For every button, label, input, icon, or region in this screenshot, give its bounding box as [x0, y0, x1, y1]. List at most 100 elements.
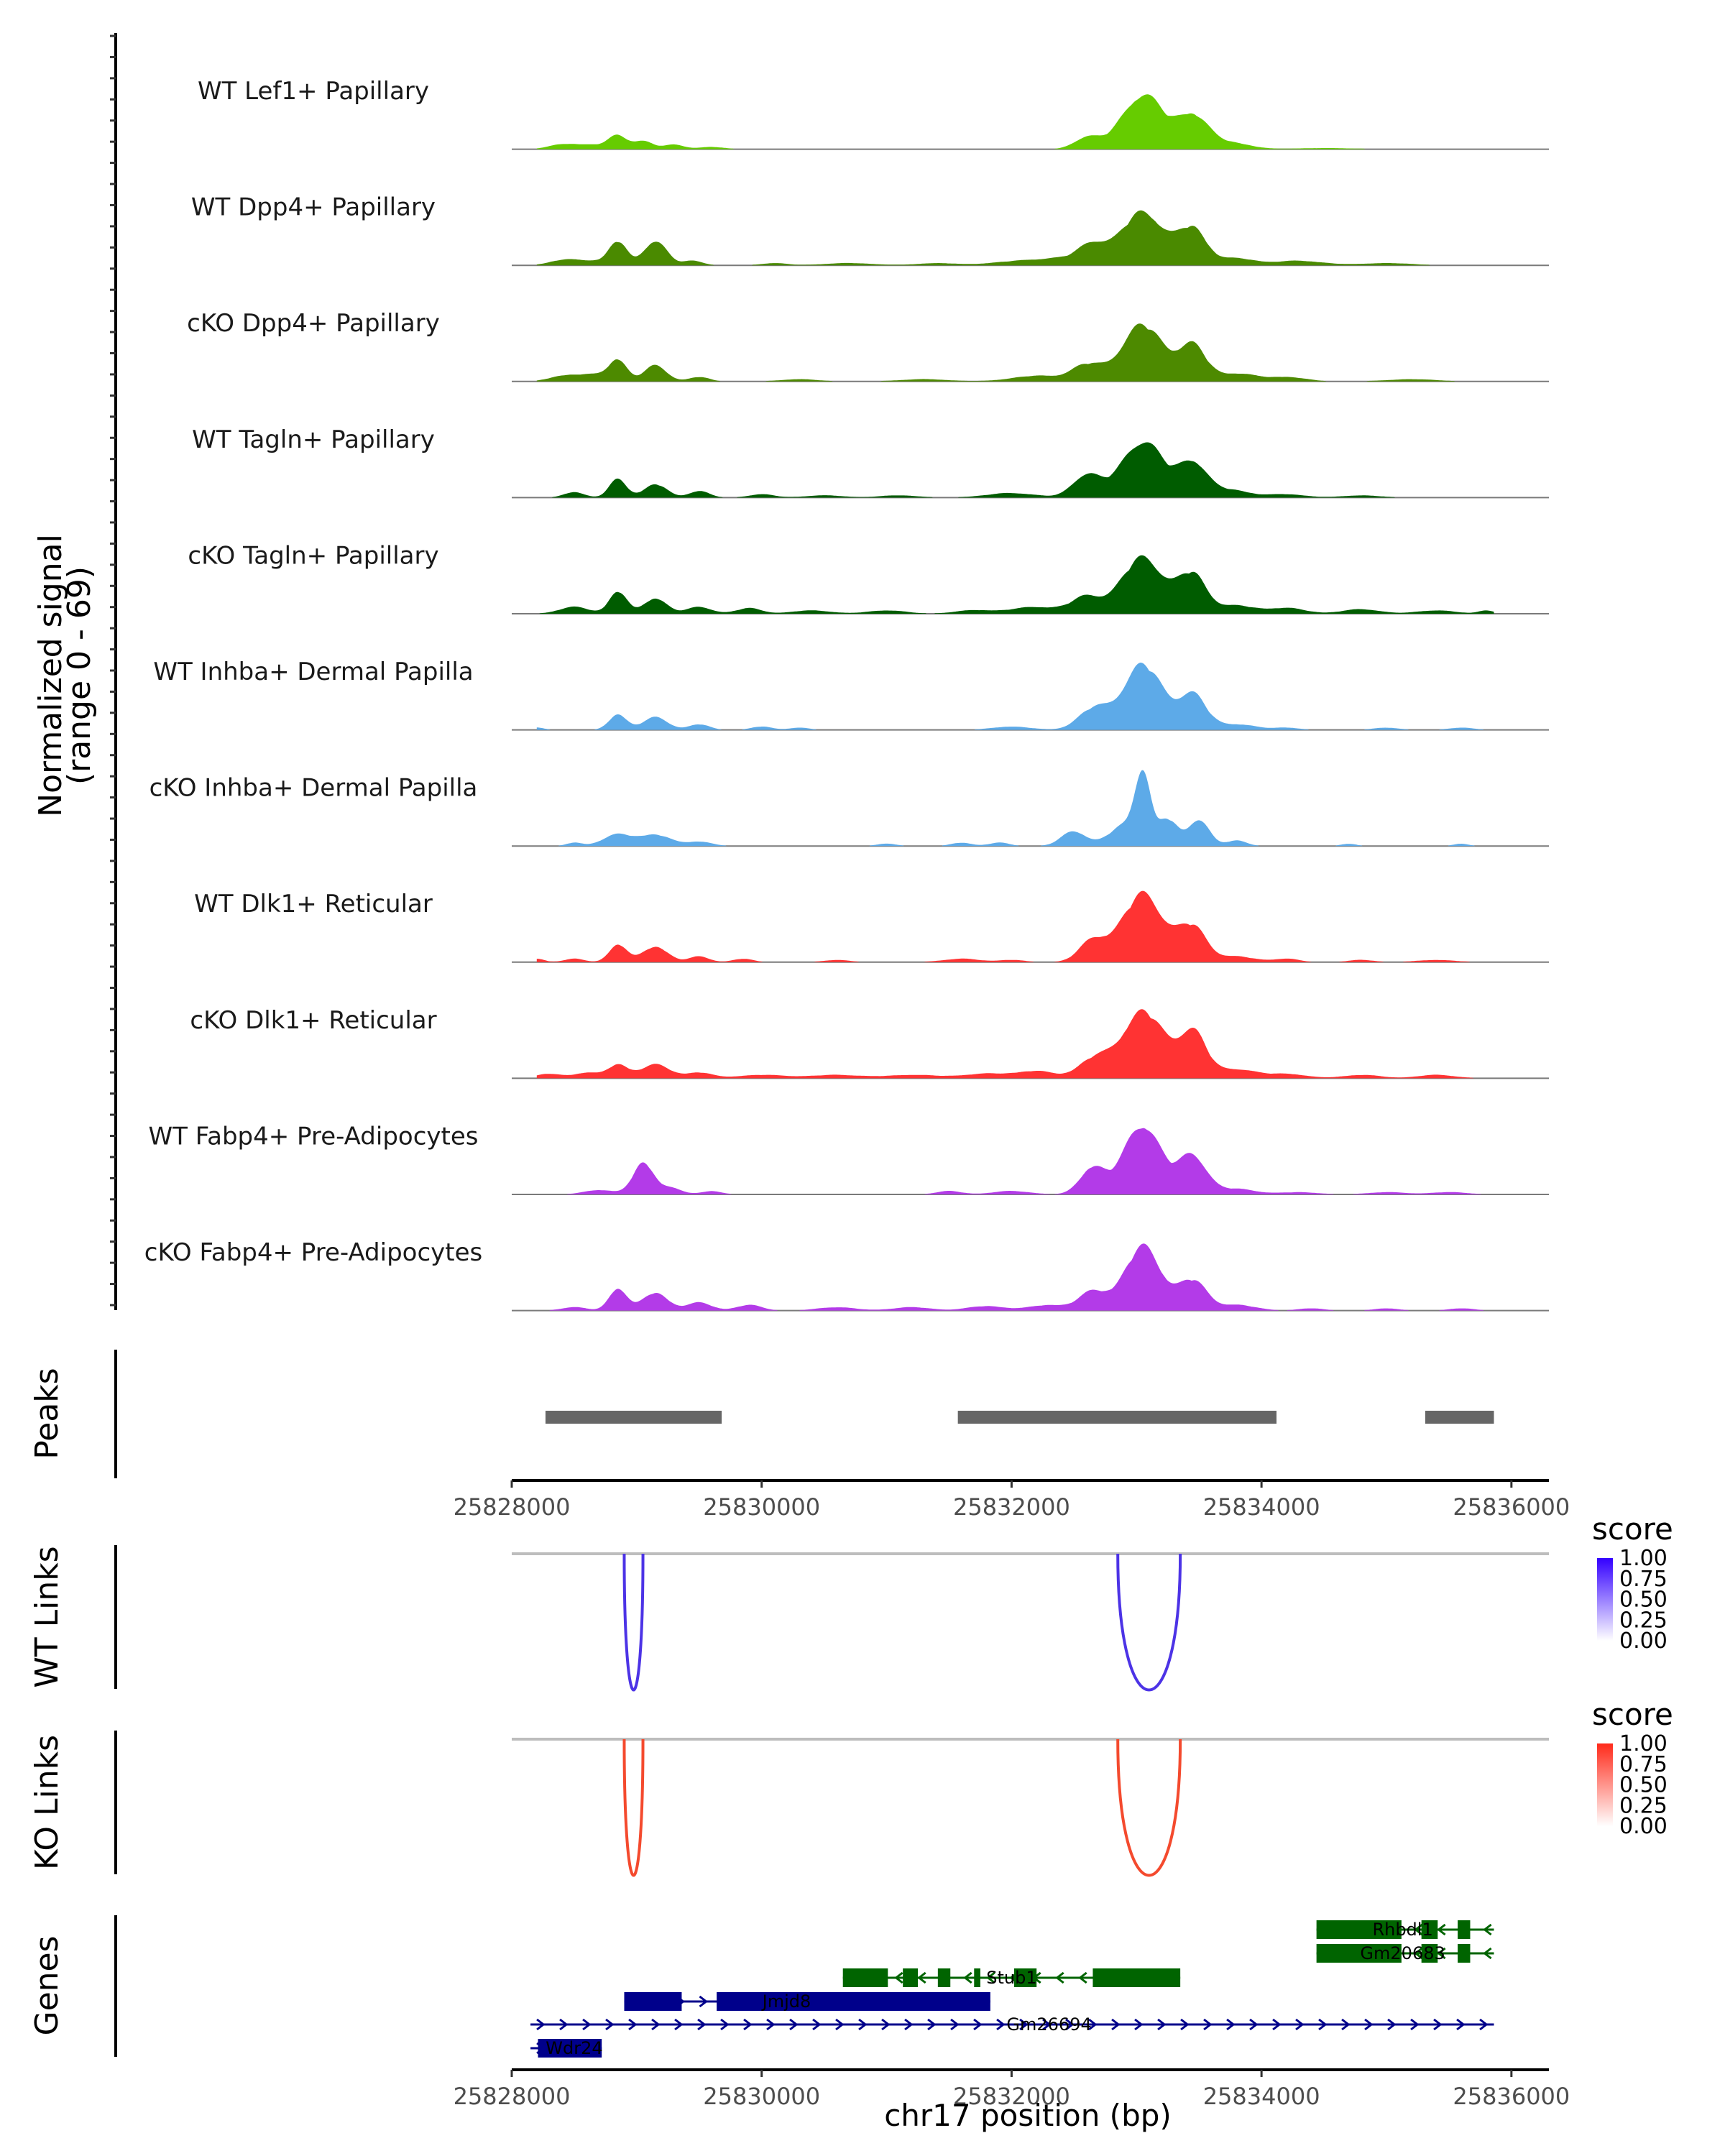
strand-chevron	[1055, 1971, 1064, 1984]
gene-jmjd8: Jmjd8	[624, 1991, 990, 2012]
strand-chevron	[1364, 2018, 1374, 2031]
strand-chevron	[1226, 2018, 1236, 2031]
strand-chevron	[973, 2018, 983, 2031]
strand-chevron	[720, 2018, 730, 2031]
exon	[1421, 1920, 1438, 1939]
strand-chevron	[1437, 1947, 1446, 1960]
strand-chevron	[1341, 2018, 1351, 2031]
exon	[974, 1968, 980, 1987]
legend-tick-label: 0.75	[1619, 1752, 1668, 1777]
strand-chevron	[881, 2018, 891, 2031]
strand-chevron	[1433, 2018, 1443, 2031]
track-label: WT Dlk1+ Reticular	[194, 890, 433, 918]
peak-region	[545, 1411, 722, 1424]
track-cko-dpp4-papillary: cKO Dpp4+ Papillary	[187, 309, 1549, 382]
legend-tick-label: 0.50	[1619, 1588, 1668, 1613]
strand-chevron	[963, 1971, 972, 1984]
track-cko-inhba-dermal-papilla: cKO Inhba+ Dermal Papilla	[150, 770, 1549, 847]
strand-chevron	[1134, 2018, 1144, 2031]
strand-chevron	[1249, 2018, 1259, 2031]
exon	[624, 1992, 682, 2011]
strand-chevron	[1414, 1947, 1423, 1960]
gene-wdr24: Wdr24	[530, 2038, 603, 2058]
track-wt-lef1-papillary: WT Lef1+ Papillary	[198, 77, 1549, 150]
peak-region	[1425, 1411, 1494, 1424]
gene-gm26694: Gm26694	[530, 2014, 1494, 2035]
track-label: cKO Tagln+ Papillary	[188, 541, 438, 570]
exon	[1458, 1920, 1471, 1939]
exon	[1316, 1920, 1402, 1939]
strand-chevron	[894, 1971, 903, 1984]
genes-x-tick-label: 25828000	[454, 2083, 571, 2110]
legend-tick-label: 0.00	[1619, 1814, 1668, 1839]
genes-x-tick-label: 25832000	[953, 2083, 1070, 2110]
gene-label: Rhbdl1	[1372, 1920, 1432, 1940]
coverage-area	[536, 1243, 1494, 1311]
strand-chevron	[536, 2018, 546, 2031]
exon	[1092, 1968, 1181, 1987]
peak-region	[957, 1411, 1276, 1424]
exon	[842, 1968, 888, 1987]
strand-chevron	[1483, 1923, 1492, 1936]
strand-chevron	[1042, 2018, 1052, 2031]
strand-chevron	[1180, 2018, 1190, 2031]
strand-chevron	[950, 2018, 960, 2031]
strand-chevron	[835, 2018, 845, 2031]
peaks-track: Peaks 25828000 25830000 25832000 25834000 258…	[29, 1350, 1570, 1521]
x-axis-title: chr17 position (bp)	[884, 2098, 1172, 2133]
track-cko-tagln-papillary: cKO Tagln+ Papillary	[188, 541, 1549, 614]
strand-chevron	[1111, 2018, 1121, 2031]
genes-track: Genes Rhbdl1 Gm20683 Stub1 Jmjd8 Gm26694 Wdr24…	[29, 1915, 1570, 2110]
legend-colorbar	[1597, 1558, 1613, 1641]
coverage-area	[536, 555, 1494, 614]
strand-chevron	[766, 2018, 776, 2031]
legend-title: score	[1592, 1697, 1673, 1732]
coverage-area	[536, 663, 1494, 730]
exon	[538, 2039, 602, 2058]
track-cko-fabp4-pre-adipocytes: cKO Fabp4+ Pre-Adipocytes	[144, 1238, 1549, 1312]
strand-chevron	[812, 2018, 822, 2031]
exon	[1458, 1944, 1471, 1963]
genes-x-tick-label: 25830000	[703, 2083, 820, 2110]
y-axis-title-range: (range 0 - 69)	[61, 566, 98, 785]
strand-chevron	[1456, 2018, 1466, 2031]
strand-chevron	[1437, 1923, 1446, 1936]
links-label: KO Links	[29, 1735, 65, 1870]
track-label: cKO Dlk1+ Reticular	[190, 1006, 436, 1035]
peaks-x-tick-label: 25830000	[703, 1493, 820, 1521]
y-axis-title: Normalized signal (range 0 - 69)	[32, 534, 98, 817]
track-label: WT Fabp4+ Pre-Adipocytes	[149, 1122, 479, 1151]
link-arc	[1116, 1553, 1182, 1692]
track-label: WT Inhba+ Dermal Papilla	[153, 658, 473, 686]
coverage-area	[536, 890, 1494, 962]
legend-colorbar	[1597, 1743, 1613, 1826]
exon	[1013, 1968, 1037, 1987]
track-wt-fabp4-pre-adipocytes: WT Fabp4+ Pre-Adipocytes	[149, 1122, 1549, 1195]
strand-chevron	[699, 1995, 708, 2008]
track-label: WT Lef1+ Papillary	[198, 77, 429, 106]
track-wt-dlk1-reticular: WT Dlk1+ Reticular	[194, 890, 1549, 963]
coverage-area	[536, 442, 1494, 498]
track-label: WT Dpp4+ Papillary	[191, 193, 436, 222]
gene-stub1: Stub1	[842, 1968, 1181, 1988]
gene-label: Gm20683	[1360, 1943, 1445, 1963]
exon	[937, 1968, 951, 1987]
strand-chevron	[1483, 1947, 1492, 1960]
strand-chevron	[1078, 1971, 1087, 1984]
strand-chevron	[1272, 2018, 1282, 2031]
exon	[717, 1992, 990, 2011]
y-axis-title-main: Normalized signal	[32, 534, 69, 817]
track-wt-inhba-dermal-papilla: WT Inhba+ Dermal Papilla	[153, 658, 1549, 731]
legend-tick-label: 0.25	[1619, 1608, 1668, 1633]
genes-x-tick-label: 25836000	[1453, 2083, 1570, 2110]
strand-chevron	[789, 2018, 799, 2031]
strand-chevron	[1065, 2018, 1075, 2031]
link-arc	[622, 1738, 645, 1877]
track-label: WT Tagln+ Papillary	[192, 425, 435, 454]
strand-chevron	[858, 2018, 868, 2031]
peaks-label: Peaks	[29, 1368, 65, 1459]
strand-chevron	[917, 1971, 926, 1984]
track-wt-dpp4-papillary: WT Dpp4+ Papillary	[191, 193, 1549, 267]
legend-tick-label: 1.00	[1619, 1546, 1668, 1571]
